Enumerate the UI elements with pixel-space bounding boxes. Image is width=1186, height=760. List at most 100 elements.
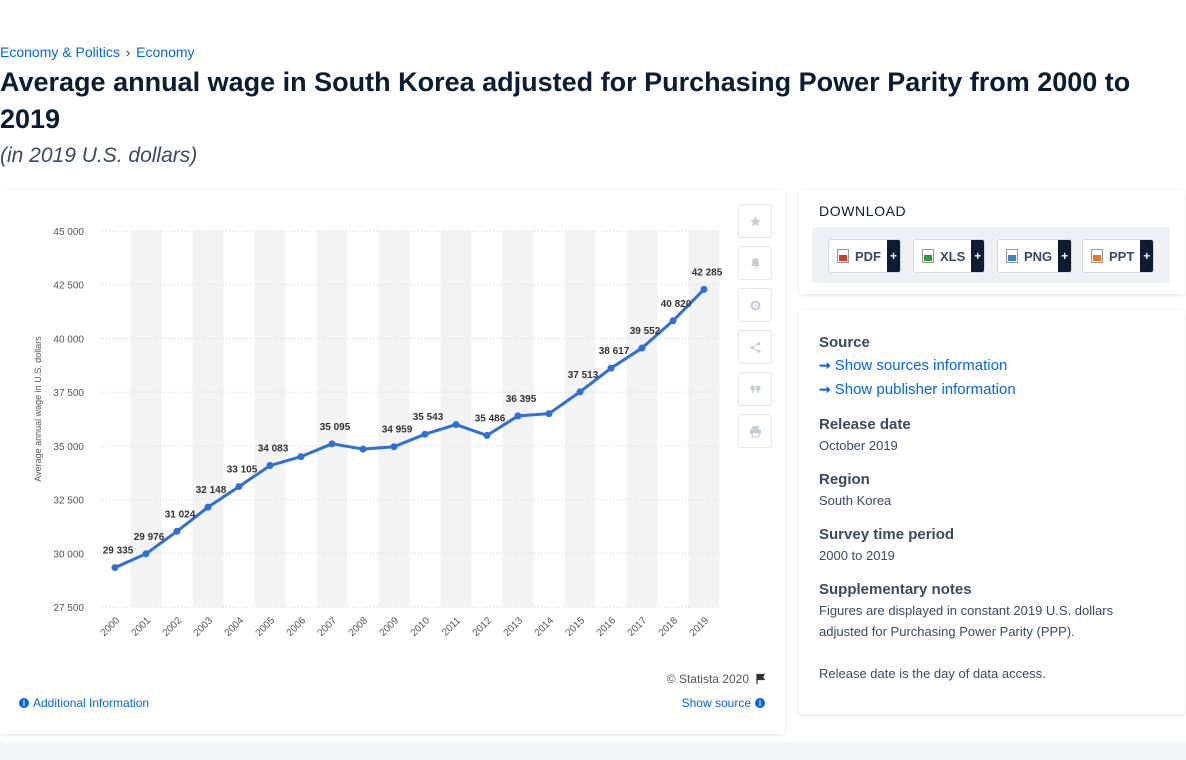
pdf-file-icon [837,249,849,263]
data-point [700,285,708,293]
x-tick-label: 2014 [533,615,557,639]
download-png-plus[interactable]: + [1058,240,1072,272]
bell-icon [750,257,760,268]
page-title: Average annual wage in South Korea adjus… [0,67,1131,134]
data-label: 32 148 [196,485,227,496]
source-info-card: Source ➞ Show sources information ➞ Show… [799,310,1185,714]
y-tick-label: 42 500 [53,281,84,292]
download-xls-plus[interactable]: + [971,240,985,272]
favorite-star-button[interactable] [738,204,772,238]
release-date-value: October 2019 [819,438,898,453]
release-date-heading: Release date [819,416,911,433]
notification-bell-button[interactable] [738,246,772,280]
data-label: 34 959 [382,425,413,436]
source-heading: Source [819,334,870,351]
data-point [545,410,553,418]
series-line [114,288,706,569]
additional-information-link[interactable]: i Additional Information [19,696,149,710]
show-publisher-link[interactable]: ➞ Show publisher information [819,381,1016,398]
download-xls-button[interactable]: XLS + [913,239,986,273]
print-icon [749,425,761,437]
settings-gear-button[interactable] [738,288,772,322]
breadcrumb-economy-politics[interactable]: Economy & Politics [0,44,120,60]
x-tick-label: 2009 [378,615,402,639]
y-axis-label: Average annual wage in U.S. dollars [33,336,43,482]
info-icon: i [19,698,29,708]
x-tick-label: 2012 [471,615,495,639]
chart-band [378,231,410,607]
chart-card: 27 500 30 000 32 500 35 000 37 500 40 000 42 5… [0,190,785,734]
download-pdf-label: PDF [855,248,881,264]
chart-band [564,231,596,607]
arrow-right-icon: ➞ [819,357,831,373]
data-point [111,564,119,572]
share-button[interactable] [738,330,772,364]
supplementary-notes-value-2: Release date is the day of data access. [819,666,1046,681]
show-sources-label: Show sources information [834,357,1008,374]
xls-file-icon [922,249,934,263]
additional-information-label: Additional Information [33,696,150,710]
data-point [638,344,646,352]
download-card: DOWNLOAD PDF + XLS + PNG + PPT + [799,190,1185,294]
download-png-button[interactable]: PNG + [997,239,1073,273]
region-heading: Region [819,471,870,488]
line-chart: 27 500 30 000 32 500 35 000 37 500 40 000 42 5… [33,227,723,639]
data-point [359,445,367,453]
region-value: South Korea [819,493,892,508]
chart-band [254,231,286,607]
chart-band [440,231,472,607]
show-source-link[interactable]: Show source i [682,696,765,710]
download-ppt-plus[interactable]: + [1140,240,1154,272]
x-tick-label: 2013 [502,615,526,639]
data-label: 36 395 [506,394,537,405]
breadcrumb-economy[interactable]: Economy [136,44,195,60]
data-point [204,503,212,511]
x-tick-label: 2015 [564,615,588,639]
download-pdf-plus[interactable]: + [887,240,900,272]
page-subtitle: (in 2019 U.S. dollars) [0,144,198,167]
x-tick-label: 2017 [626,615,650,639]
data-label: 29 335 [103,546,134,557]
data-label: 38 617 [599,346,630,357]
data-point [669,317,677,325]
data-point [421,430,429,438]
y-tick-label: 37 500 [53,388,84,399]
chart-band [316,231,348,607]
download-title: DOWNLOAD [819,203,907,219]
data-point [576,388,584,396]
x-tick-label: 2018 [657,615,681,639]
flag-icon[interactable] [755,673,767,685]
data-point [452,421,460,429]
survey-period-value: 2000 to 2019 [819,548,895,563]
x-tick-label: 2016 [595,615,619,639]
download-xls-main: XLS [914,240,972,272]
copyright-text: © Statista 2020 [666,672,749,686]
download-bar: PDF + XLS + PNG + PPT + [812,227,1170,283]
download-xls-label: XLS [940,248,966,264]
breadcrumb: Economy & Politics › Economy [0,44,195,60]
x-tick-label: 2001 [130,615,154,639]
x-tick-label: 2005 [254,615,278,639]
chart-band [688,231,720,607]
download-ppt-button[interactable]: PPT + [1082,239,1155,273]
show-sources-link[interactable]: ➞ Show sources information [819,357,1007,374]
y-tick-label: 27 500 [53,603,84,614]
chart-band [626,231,658,607]
data-label: 42 285 [692,267,723,278]
breadcrumb-separator: › [125,44,131,60]
data-label: 33 105 [227,465,258,476]
png-file-icon [1006,249,1018,263]
supplementary-notes-heading: Supplementary notes [819,581,972,598]
data-point [390,443,398,451]
data-label: 35 095 [320,422,351,433]
data-label: 40 820 [661,299,692,310]
data-point [173,527,181,535]
cite-quote-button[interactable] [738,372,772,406]
supplementary-notes-value: Figures are displayed in constant 2019 U… [819,603,1114,639]
data-label: 37 513 [568,370,599,381]
x-tick-label: 2019 [688,615,712,639]
data-label: 35 486 [475,413,506,424]
download-pdf-button[interactable]: PDF + [828,239,901,273]
data-point [235,483,243,491]
print-button[interactable] [738,414,772,448]
